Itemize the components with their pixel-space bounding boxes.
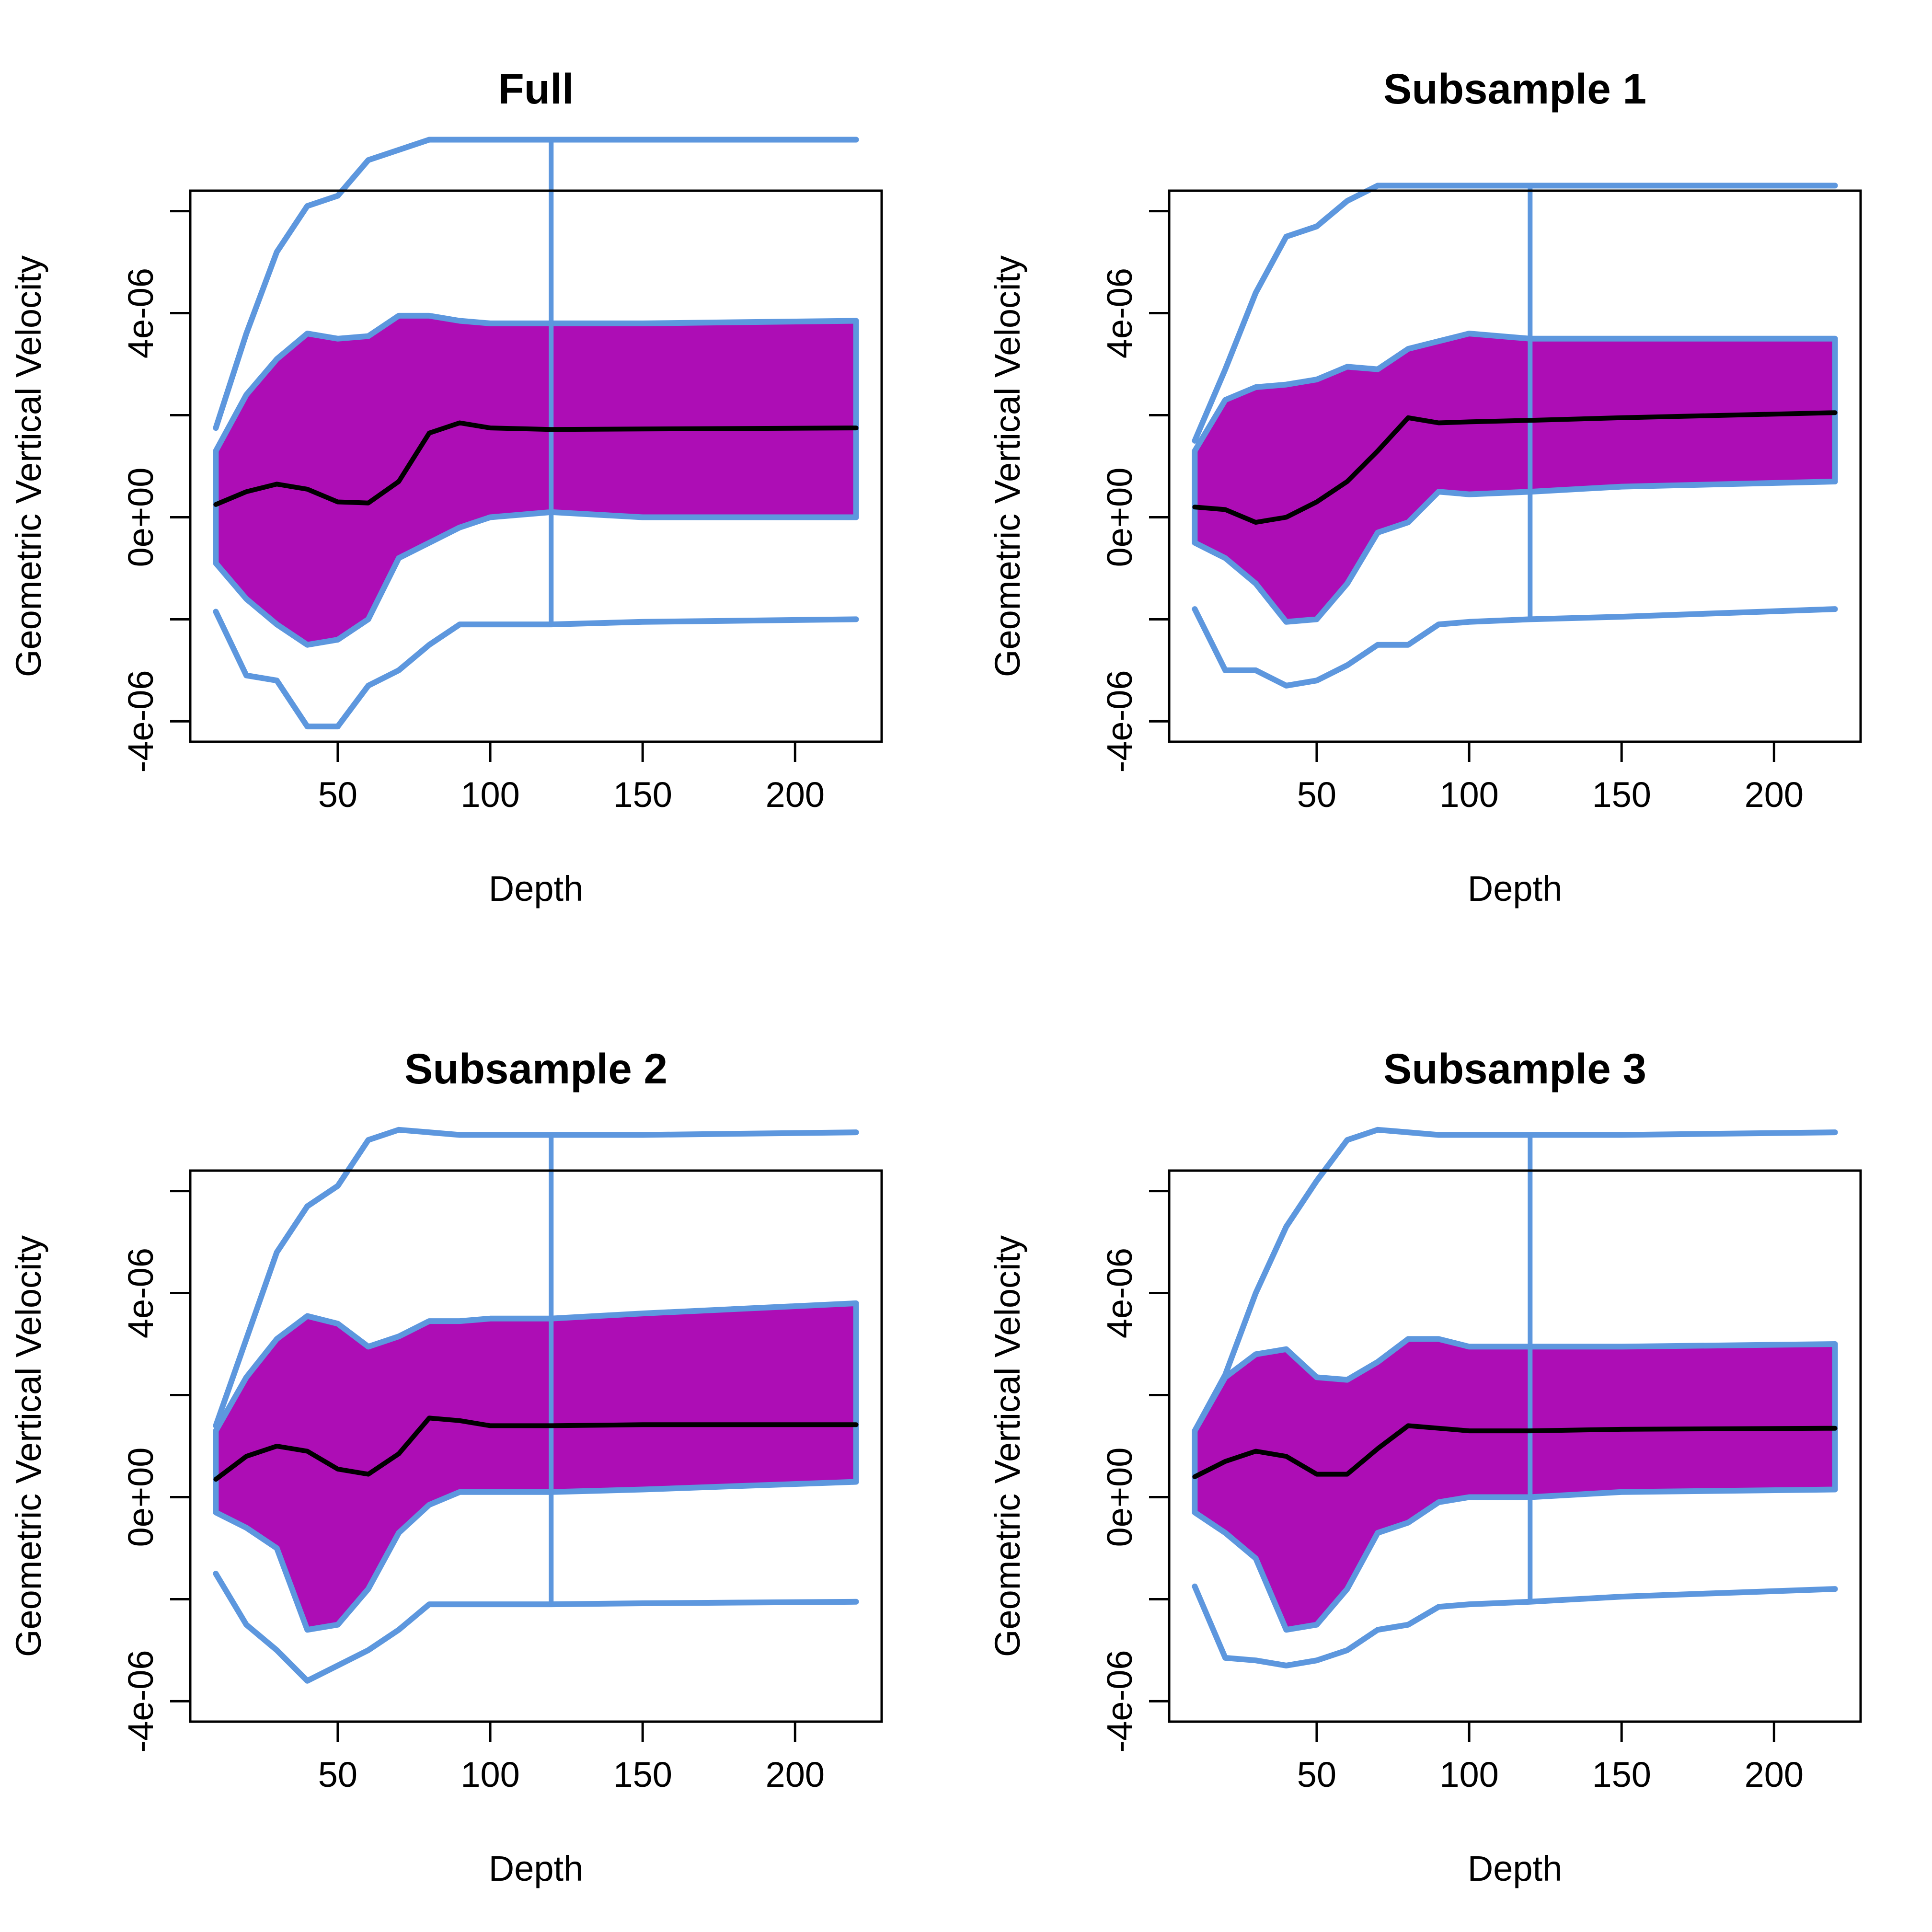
panel-title: Subsample 2: [404, 1045, 667, 1092]
upper-outer-line: [213, 1127, 859, 1429]
x-tick-label: 100: [460, 1755, 519, 1794]
x-tick-label: 50: [318, 775, 357, 815]
panel-3: Subsample 2 50 100 150 200 -4e-06 0e+00 4e-06 De…: [9, 1045, 883, 1888]
y-axis-label: Geometric Vertical Velocity: [9, 255, 48, 677]
interval-band: [1192, 1336, 1838, 1633]
y-tick-label: 4e-06: [121, 268, 161, 358]
y-axis-label: Geometric Vertical Velocity: [9, 1235, 48, 1657]
y-tick-label: -4e-06: [121, 670, 161, 772]
lower-outer-line: [1192, 606, 1838, 689]
panel-title: Full: [498, 65, 574, 113]
y-axis-label: Geometric Vertical Velocity: [988, 1235, 1027, 1657]
plot-frame: [189, 189, 883, 743]
interval-band: [1192, 331, 1838, 625]
plot-frame: [1168, 1169, 1862, 1723]
upper-outer-line: [1192, 1127, 1838, 1434]
x-tick-label: 150: [613, 775, 672, 815]
lower-outer-line: [1192, 1583, 1838, 1668]
y-tick-label: 0e+00: [121, 1448, 161, 1547]
x-axis-label: Depth: [489, 869, 583, 908]
x-tick-label: 50: [1297, 775, 1336, 815]
y-axis-label: Geometric Vertical Velocity: [988, 255, 1027, 677]
panel-4: Subsample 3 50 100 150 200 -4e-06 0e+00 4e-06 De…: [988, 1045, 1862, 1888]
plot-frame: [1168, 189, 1862, 743]
panel-title: Subsample 1: [1383, 65, 1646, 113]
panel-1: Full 50 100 150 200 -4e-06 0e+00 4e-06 Depth Geom…: [9, 65, 883, 908]
x-tick-label: 100: [1439, 775, 1498, 815]
x-tick-label: 150: [613, 1755, 672, 1794]
x-tick-label: 200: [766, 775, 825, 815]
mean-line: [1192, 410, 1838, 525]
x-tick-label: 200: [1745, 775, 1804, 815]
y-tick-label: 0e+00: [121, 468, 161, 567]
upper-outer-line: [213, 137, 859, 431]
plot-frame: [189, 1169, 883, 1723]
x-axis-label: Depth: [1468, 1849, 1562, 1888]
y-tick-label: -4e-06: [1100, 1650, 1139, 1752]
x-tick-label: 50: [1297, 1755, 1336, 1794]
y-tick-label: 4e-06: [1100, 1248, 1139, 1338]
y-tick-label: 4e-06: [1100, 268, 1139, 358]
lower-outer-line: [213, 1571, 859, 1684]
y-tick-label: 4e-06: [121, 1248, 161, 1338]
interval-band: [213, 312, 859, 648]
upper-outer-line: [1192, 183, 1838, 444]
mean-line: [213, 1415, 859, 1482]
x-tick-label: 50: [318, 1755, 357, 1794]
y-tick-label: 0e+00: [1100, 468, 1139, 567]
x-tick-label: 200: [766, 1755, 825, 1794]
y-tick-label: 0e+00: [1100, 1448, 1139, 1547]
y-tick-label: -4e-06: [121, 1650, 161, 1752]
lower-outer-line: [213, 609, 859, 730]
x-tick-label: 100: [1439, 1755, 1498, 1794]
interval-band: [213, 1300, 859, 1633]
mean-line: [1192, 1423, 1838, 1479]
x-tick-label: 150: [1592, 775, 1651, 815]
x-tick-label: 150: [1592, 1755, 1651, 1794]
x-tick-label: 200: [1745, 1755, 1804, 1794]
y-tick-label: -4e-06: [1100, 670, 1139, 772]
panel-2: Subsample 1 50 100 150 200 -4e-06 0e+00 4e-06 De…: [988, 65, 1862, 908]
x-axis-label: Depth: [489, 1849, 583, 1888]
x-tick-label: 100: [460, 775, 519, 815]
panel-title: Subsample 3: [1383, 1045, 1646, 1092]
mean-line: [213, 420, 859, 507]
x-axis-label: Depth: [1468, 869, 1562, 908]
